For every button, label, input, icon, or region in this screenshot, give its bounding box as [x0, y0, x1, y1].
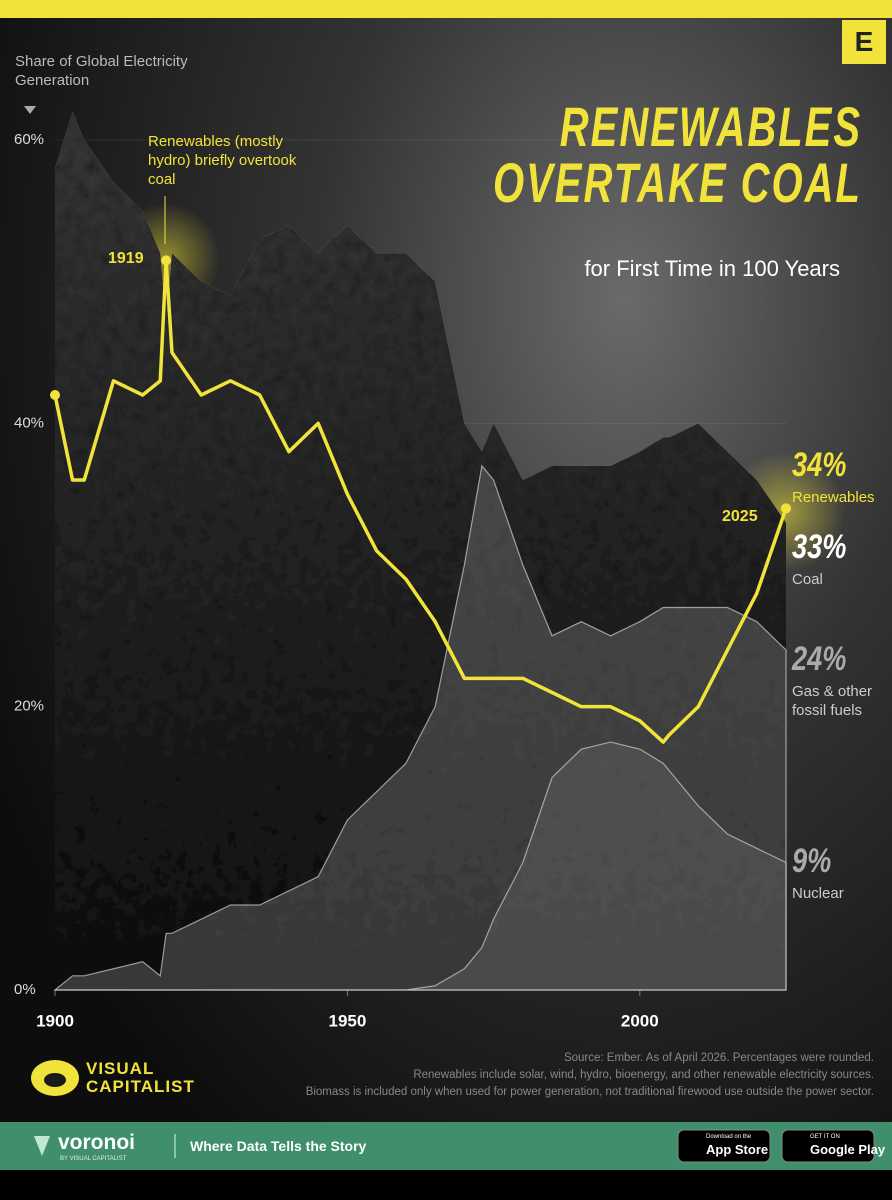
axis-arrow [24, 106, 36, 114]
legend-label: Coal [792, 571, 823, 588]
x-tick-label: 2000 [621, 1011, 659, 1030]
vc-logo-inner [44, 1073, 66, 1087]
annotation: Renewables (mostly hydro) briefly overto… [148, 133, 297, 188]
top-bar [0, 0, 892, 18]
area [55, 741, 787, 991]
chart-subtitle: for First Time in 100 Years [584, 256, 840, 281]
footer-tagline: Where Data Tells the Story [190, 1138, 367, 1154]
source-line: Source: Ember. As of April 2026. Percent… [563, 1052, 874, 1064]
area [55, 111, 786, 990]
end-value-label: 34% [792, 446, 847, 484]
brand-name: VISUAL CAPITALIST [86, 1059, 195, 1096]
area [53, 464, 787, 991]
app-store-badge[interactable] [677, 1129, 771, 1163]
footer-name: voronoi [58, 1131, 135, 1154]
badge-text: App Store [706, 1142, 769, 1157]
footer-byline: BY VISUAL CAPITALIST [60, 1156, 127, 1162]
y-axis-label: Share of Global Electricity Generation [15, 53, 188, 89]
annotation: 1919 [108, 250, 144, 267]
point [50, 390, 60, 400]
legend-label: Gas & other fossil fuels [792, 683, 873, 719]
end-value-label: 9% [792, 842, 832, 880]
y-tick-label: 60% [14, 131, 44, 148]
end-value-label: 33% [792, 528, 847, 566]
end-value-label: 24% [792, 640, 847, 678]
y-tick-label: 20% [14, 698, 44, 715]
chart-title: RENEWABLES OVERTAKE COAL [493, 97, 862, 215]
legend-label: Renewables [792, 489, 875, 506]
legend-label: Nuclear [792, 885, 844, 902]
y-tick-label: 40% [14, 414, 44, 431]
x-tick-label: 1950 [328, 1011, 366, 1030]
point [781, 503, 791, 514]
logo-box [842, 20, 886, 64]
logo-letter: E [854, 26, 874, 57]
google-play-badge[interactable] [781, 1129, 875, 1163]
badge-small: Download on the [706, 1134, 752, 1140]
y-tick-label: 0% [14, 981, 36, 998]
badge-small: GET IT ON [810, 1134, 840, 1140]
source-line: Biomass is included only when used for p… [305, 1086, 874, 1098]
point [161, 255, 172, 266]
annotation: 2025 [722, 508, 758, 525]
x-tick-label: 1900 [36, 1011, 74, 1030]
footer-bottom [0, 1170, 892, 1200]
source-line: Renewables include solar, wind, hydro, b… [413, 1069, 874, 1081]
badge-text: Google Play [810, 1142, 886, 1157]
voronoi-logo [34, 1136, 50, 1156]
line [53, 258, 788, 744]
